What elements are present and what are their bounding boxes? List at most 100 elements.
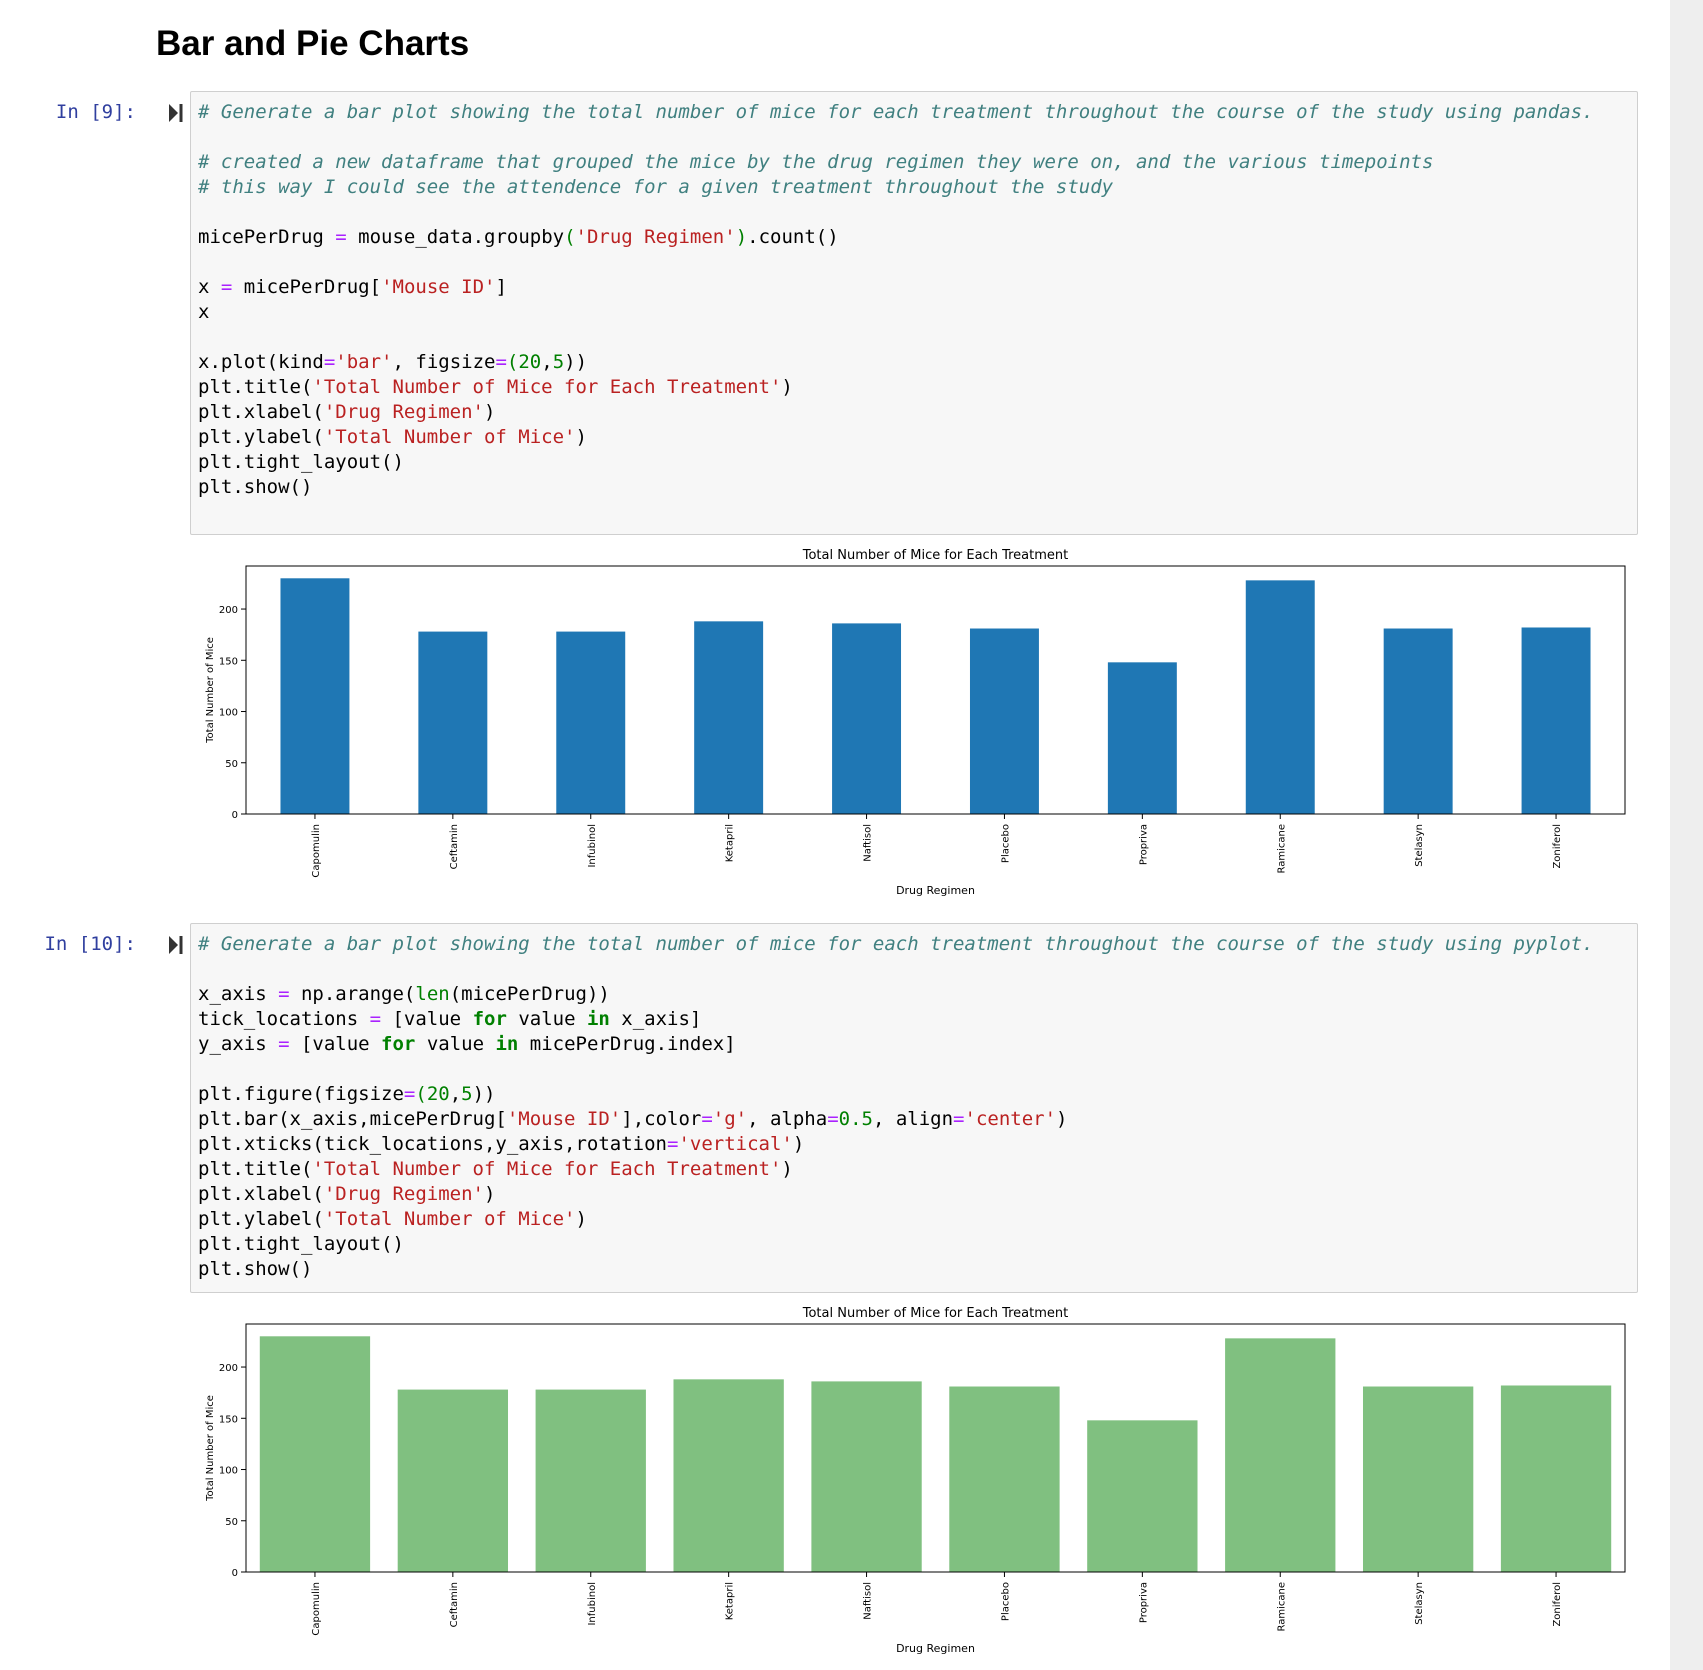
bar bbox=[1521, 627, 1591, 814]
code-editor[interactable]: # Generate a bar plot showing the total … bbox=[198, 100, 1594, 500]
code-line: plt.xticks(tick_locations,y_axis,rotatio… bbox=[198, 1132, 1594, 1157]
x-tick-label: Zoniferol bbox=[1552, 1582, 1563, 1627]
x-tick-label: Ketapril bbox=[725, 1582, 736, 1620]
code-token: plt.figure(figsize bbox=[198, 1083, 404, 1105]
bar-chart-pyplot: Total Number of Mice for Each Treatment 0… bbox=[205, 1306, 1626, 1655]
code-token: ( bbox=[415, 1083, 427, 1105]
code-token: 5 bbox=[461, 1083, 473, 1105]
code-token: ( bbox=[564, 226, 576, 248]
code-token: np.arange( bbox=[289, 983, 416, 1005]
code-line: tick_locations = [value for value in x_a… bbox=[198, 1007, 1594, 1032]
code-token: = bbox=[667, 1133, 679, 1155]
code-line: x bbox=[198, 300, 1594, 325]
x-tick-label: Ceftamin bbox=[449, 1582, 460, 1627]
code-token: 5 bbox=[552, 351, 565, 373]
code-token: = bbox=[403, 1083, 416, 1105]
y-tick-label: 150 bbox=[219, 656, 238, 667]
code-line bbox=[198, 250, 1594, 275]
x-tick-label: Stelasyn bbox=[1414, 824, 1425, 867]
code-token: mouse_data.groupby bbox=[346, 226, 565, 248]
bar bbox=[969, 628, 1039, 814]
code-token: [value bbox=[289, 1033, 382, 1055]
y-tick-label: 50 bbox=[225, 1517, 238, 1528]
code-token: , figsize bbox=[392, 351, 496, 373]
code-token: , bbox=[449, 1083, 462, 1105]
code-token: plt.title( bbox=[198, 1158, 313, 1180]
code-token: 'vertical' bbox=[678, 1133, 793, 1155]
bar bbox=[811, 1381, 922, 1572]
code-token: .count() bbox=[747, 226, 839, 248]
code-token: ] bbox=[495, 276, 507, 298]
code-token: = bbox=[220, 276, 233, 298]
scrollbar-track[interactable] bbox=[1670, 0, 1703, 1670]
code-token: plt.tight_layout() bbox=[198, 451, 404, 473]
code-token: # Generate a bar plot showing the total … bbox=[198, 933, 1594, 955]
code-line: x_axis = np.arange(len(micePerDrug)) bbox=[198, 982, 1594, 1007]
code-line: plt.title('Total Number of Mice for Each… bbox=[198, 375, 1594, 400]
x-tick-label: Propriva bbox=[1138, 824, 1149, 865]
y-tick-label: 150 bbox=[219, 1414, 238, 1425]
code-token: in bbox=[586, 1008, 610, 1030]
code-token: y_axis bbox=[198, 1033, 279, 1055]
code-cell[interactable]: # Generate a bar plot showing the total … bbox=[190, 923, 1638, 1293]
code-token: 'Total Number of Mice for Each Treatment… bbox=[312, 1158, 782, 1180]
code-line: x = micePerDrug['Mouse ID'] bbox=[198, 275, 1594, 300]
code-line: plt.title('Total Number of Mice for Each… bbox=[198, 1157, 1594, 1182]
bar-chart-pandas: Total Number of Mice for Each Treatment 0… bbox=[205, 548, 1626, 897]
chart-title: Total Number of Mice for Each Treatment bbox=[802, 548, 1068, 563]
code-token: 'Drug Regimen' bbox=[575, 226, 736, 248]
x-axis-label: Drug Regimen bbox=[896, 884, 975, 897]
x-tick-label: Naftisol bbox=[863, 1582, 874, 1620]
y-tick-label: 200 bbox=[219, 605, 238, 616]
code-token: ) bbox=[781, 376, 793, 398]
code-token: 'g' bbox=[712, 1108, 748, 1130]
code-editor[interactable]: # Generate a bar plot showing the total … bbox=[198, 932, 1594, 1282]
code-token: ) bbox=[735, 226, 748, 248]
bar bbox=[556, 631, 626, 814]
code-token: x_axis bbox=[198, 983, 279, 1005]
code-line: y_axis = [value for value in micePerDrug… bbox=[198, 1032, 1594, 1057]
code-token: , align bbox=[872, 1108, 954, 1130]
y-tick-label: 0 bbox=[232, 810, 238, 821]
bar bbox=[259, 1336, 371, 1572]
code-token: ) bbox=[575, 426, 587, 448]
bar bbox=[280, 578, 350, 814]
code-token: plt.xlabel( bbox=[198, 401, 324, 423]
code-token: ) bbox=[792, 1133, 805, 1155]
plot-frame bbox=[245, 1323, 1626, 1573]
code-token: 'Mouse ID' bbox=[381, 276, 496, 298]
code-token: for bbox=[472, 1008, 507, 1030]
x-tick-label: Zoniferol bbox=[1552, 824, 1563, 869]
cell-output: Total Number of Mice for Each Treatment 0… bbox=[190, 538, 1638, 900]
x-tick-label: Placebo bbox=[1000, 824, 1011, 863]
run-cell-icon[interactable] bbox=[168, 935, 184, 955]
bar bbox=[397, 1389, 509, 1572]
x-tick-label: Infubinol bbox=[587, 1582, 598, 1626]
code-token: = bbox=[335, 226, 347, 248]
x-tick-label: Ramicane bbox=[1276, 1582, 1287, 1632]
code-line: plt.figure(figsize=(20,5)) bbox=[198, 1082, 1594, 1107]
bar bbox=[1383, 628, 1453, 814]
bar bbox=[1107, 662, 1177, 814]
bar bbox=[1225, 1338, 1336, 1572]
code-token: = bbox=[953, 1108, 965, 1130]
chart-title: Total Number of Mice for Each Treatment bbox=[802, 1306, 1068, 1321]
code-cell[interactable]: # Generate a bar plot showing the total … bbox=[190, 91, 1638, 535]
x-tick-label: Propriva bbox=[1138, 1582, 1149, 1623]
bar bbox=[418, 631, 488, 814]
x-tick-label: Placebo bbox=[1000, 1582, 1011, 1621]
plot-frame bbox=[245, 565, 1626, 815]
code-token: , bbox=[541, 351, 553, 373]
run-cell-icon[interactable] bbox=[168, 103, 184, 123]
code-line bbox=[198, 325, 1594, 350]
code-token: = bbox=[278, 1033, 290, 1055]
x-axis-label: Drug Regimen bbox=[896, 1642, 975, 1655]
code-token: x.plot(kind bbox=[198, 351, 324, 373]
y-tick-label: 50 bbox=[225, 759, 238, 770]
x-tick-label: Ketapril bbox=[725, 824, 736, 862]
x-tick-label: Stelasyn bbox=[1414, 1582, 1425, 1625]
code-line: plt.ylabel('Total Number of Mice') bbox=[198, 425, 1594, 450]
code-token: 20 bbox=[426, 1083, 450, 1105]
code-token: plt.title( bbox=[198, 376, 313, 398]
